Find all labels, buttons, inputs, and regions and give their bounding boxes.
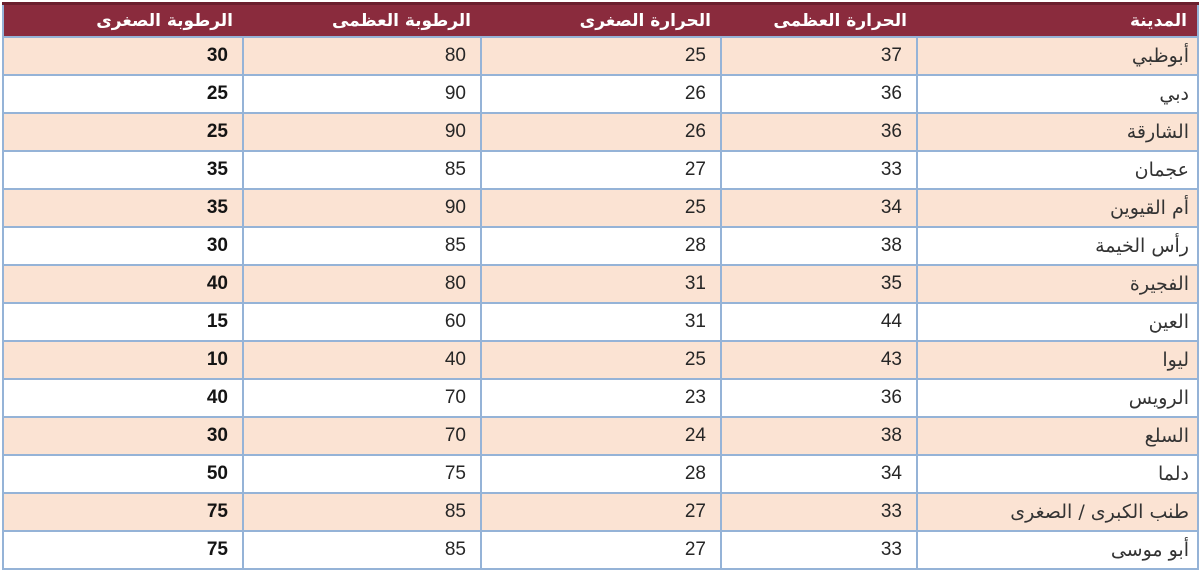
cell-hum-min: 30 (2, 226, 244, 266)
cell-city: أم القيوين (916, 188, 1199, 228)
header-hum-max: الرطوبة العظمى (243, 3, 481, 38)
table-row: أم القيوين 34 25 90 35 (2, 188, 1199, 228)
cell-hum-max: 60 (242, 302, 482, 342)
cell-city: دلما (916, 454, 1199, 494)
cell-hum-min: 25 (2, 74, 244, 114)
cell-temp-min: 25 (480, 36, 722, 76)
cell-hum-min: 25 (2, 112, 244, 152)
table-row: الرويس 36 23 70 40 (2, 378, 1199, 418)
cell-temp-min: 26 (480, 112, 722, 152)
table-body: أبوظبي 37 25 80 30 دبي 36 26 90 25 الشار… (2, 36, 1199, 570)
cell-temp-min: 25 (480, 188, 722, 228)
header-city: المدينة (917, 3, 1198, 38)
cell-temp-max: 38 (720, 416, 918, 456)
cell-temp-max: 43 (720, 340, 918, 380)
table-row: ليوا 43 25 40 10 (2, 340, 1199, 380)
cell-city: الشارقة (916, 112, 1199, 152)
cell-temp-min: 27 (480, 530, 722, 570)
table-row: دبي 36 26 90 25 (2, 74, 1199, 114)
cell-city: العين (916, 302, 1199, 342)
cell-city: الفجيرة (916, 264, 1199, 304)
table-row: طنب الكبرى / الصغرى 33 27 85 75 (2, 492, 1199, 532)
cell-hum-min: 30 (2, 36, 244, 76)
cell-hum-max: 80 (242, 36, 482, 76)
cell-temp-max: 36 (720, 74, 918, 114)
table-row: دلما 34 28 75 50 (2, 454, 1199, 494)
table-row: العين 44 31 60 15 (2, 302, 1199, 342)
cell-temp-max: 36 (720, 112, 918, 152)
table-row: الشارقة 36 26 90 25 (2, 112, 1199, 152)
cell-temp-min: 26 (480, 74, 722, 114)
table-row: عجمان 33 27 85 35 (2, 150, 1199, 190)
table-row: أبو موسى 33 27 85 75 (2, 530, 1199, 570)
cell-hum-max: 90 (242, 74, 482, 114)
cell-city: أبو موسى (916, 530, 1199, 570)
header-temp-max: الحرارة العظمى (721, 3, 917, 38)
cell-hum-max: 70 (242, 416, 482, 456)
header-hum-min: الرطوبة الصغرى (3, 3, 243, 38)
table-row: السلع 38 24 70 30 (2, 416, 1199, 456)
cell-temp-max: 35 (720, 264, 918, 304)
table-row: رأس الخيمة 38 28 85 30 (2, 226, 1199, 266)
cell-hum-max: 90 (242, 112, 482, 152)
cell-hum-max: 85 (242, 226, 482, 266)
cell-city: طنب الكبرى / الصغرى (916, 492, 1199, 532)
cell-hum-max: 85 (242, 530, 482, 570)
cell-hum-max: 90 (242, 188, 482, 228)
cell-temp-max: 38 (720, 226, 918, 266)
cell-hum-max: 85 (242, 492, 482, 532)
cell-hum-max: 70 (242, 378, 482, 418)
cell-hum-max: 75 (242, 454, 482, 494)
table-header-row: المدينة الحرارة العظمى الحرارة الصغرى ال… (3, 3, 1198, 38)
cell-temp-min: 24 (480, 416, 722, 456)
cell-city: ليوا (916, 340, 1199, 380)
cell-hum-min: 35 (2, 188, 244, 228)
cell-city: دبي (916, 74, 1199, 114)
table-row: أبوظبي 37 25 80 30 (2, 36, 1199, 76)
weather-table: المدينة الحرارة العظمى الحرارة الصغرى ال… (2, 2, 1199, 570)
cell-hum-min: 50 (2, 454, 244, 494)
cell-temp-max: 34 (720, 188, 918, 228)
cell-hum-min: 40 (2, 264, 244, 304)
cell-city: عجمان (916, 150, 1199, 190)
cell-hum-min: 30 (2, 416, 244, 456)
cell-hum-min: 40 (2, 378, 244, 418)
cell-city: رأس الخيمة (916, 226, 1199, 266)
cell-temp-min: 28 (480, 454, 722, 494)
cell-hum-max: 80 (242, 264, 482, 304)
table-row: الفجيرة 35 31 80 40 (2, 264, 1199, 304)
cell-temp-max: 37 (720, 36, 918, 76)
cell-hum-min: 10 (2, 340, 244, 380)
cell-temp-max: 33 (720, 150, 918, 190)
cell-hum-max: 85 (242, 150, 482, 190)
cell-hum-min: 75 (2, 530, 244, 570)
cell-temp-min: 28 (480, 226, 722, 266)
cell-temp-min: 31 (480, 264, 722, 304)
header-temp-min: الحرارة الصغرى (481, 3, 721, 38)
cell-hum-min: 75 (2, 492, 244, 532)
cell-temp-max: 34 (720, 454, 918, 494)
cell-temp-min: 23 (480, 378, 722, 418)
cell-city: الرويس (916, 378, 1199, 418)
cell-temp-min: 25 (480, 340, 722, 380)
cell-temp-max: 33 (720, 530, 918, 570)
cell-city: السلع (916, 416, 1199, 456)
cell-hum-min: 15 (2, 302, 244, 342)
cell-temp-max: 44 (720, 302, 918, 342)
cell-temp-min: 31 (480, 302, 722, 342)
cell-hum-min: 35 (2, 150, 244, 190)
cell-hum-max: 40 (242, 340, 482, 380)
cell-temp-min: 27 (480, 150, 722, 190)
cell-temp-max: 36 (720, 378, 918, 418)
cell-temp-max: 33 (720, 492, 918, 532)
cell-city: أبوظبي (916, 36, 1199, 76)
cell-temp-min: 27 (480, 492, 722, 532)
